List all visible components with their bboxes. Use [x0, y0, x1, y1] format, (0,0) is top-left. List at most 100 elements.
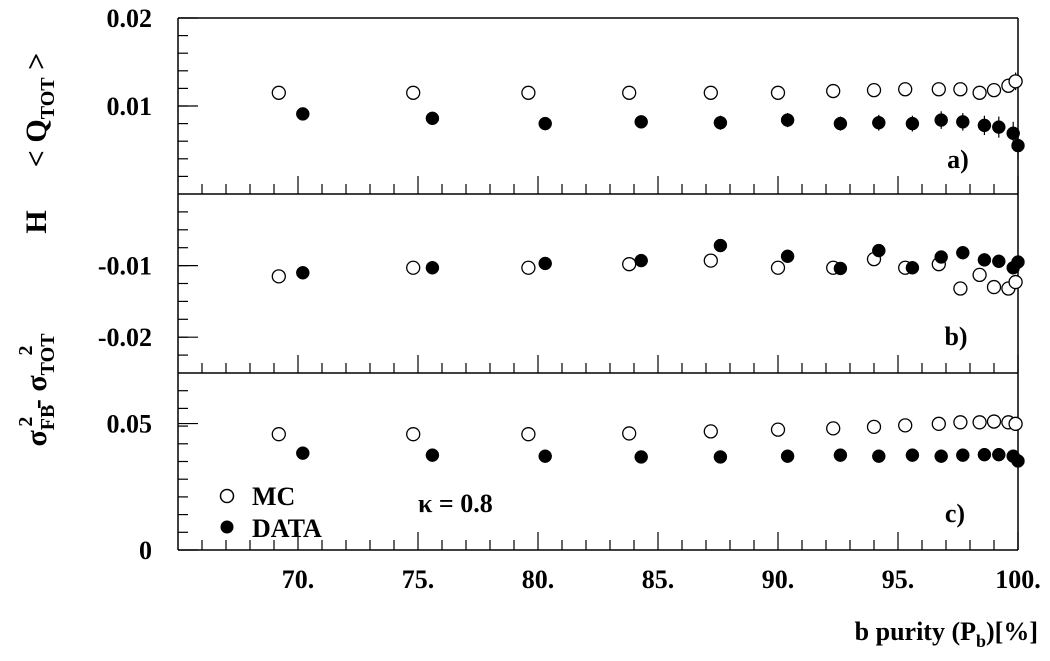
data-point	[977, 253, 992, 267]
mc-point	[986, 83, 1002, 98]
y-title-c-mid: - σ	[20, 375, 53, 417]
data-point	[538, 449, 552, 463]
kappa-label: κ = 0.8	[418, 489, 493, 518]
y-tick-label: 0.01	[107, 92, 153, 121]
data-point	[872, 449, 886, 463]
y-title-c-sub1: FB	[37, 405, 59, 431]
mc-point	[622, 426, 637, 441]
data-point	[977, 118, 992, 133]
mc-point	[1008, 74, 1023, 89]
panel-label-c: c)	[945, 499, 965, 528]
x-tick-label: 70.	[282, 565, 315, 594]
mc-point	[986, 279, 1002, 295]
data-point	[1006, 126, 1020, 141]
y-tick-label: 0	[139, 536, 152, 565]
data-point	[538, 116, 552, 131]
x-tick-label: 90.	[762, 565, 795, 594]
mc-point	[271, 269, 286, 284]
mc-point	[770, 260, 786, 275]
x-tick-label: 95.	[882, 565, 915, 594]
data-points	[271, 72, 1025, 468]
data-point	[934, 250, 948, 264]
legend-data-label: DATA	[252, 514, 322, 543]
mc-point	[703, 85, 718, 100]
mc-point	[866, 419, 882, 435]
x-tick-label: 85.	[642, 565, 675, 594]
mc-point	[1008, 416, 1023, 431]
y-tick-label: 0.02	[107, 4, 153, 33]
mc-point	[972, 267, 987, 283]
x-axis-title-sub: b	[976, 631, 986, 651]
mc-point	[866, 83, 882, 98]
y-title-c-sup2: 2	[15, 345, 37, 355]
mc-point	[972, 85, 987, 100]
data-point	[872, 243, 886, 258]
mc-point	[770, 422, 786, 437]
mc-point	[1008, 274, 1023, 290]
y-tick-label: -0.02	[98, 323, 152, 352]
data-point	[634, 450, 648, 464]
panel-frames	[177, 17, 1019, 551]
data-point	[1011, 138, 1025, 153]
axis-ticks: 70. 75. 80. 85. 90. 95. 100. 0.01 0.02 -0.01 -0.02…	[98, 4, 1041, 594]
data-point	[905, 116, 920, 131]
data-point	[992, 254, 1006, 269]
data-point	[905, 260, 920, 275]
x-axis-title: b purity (Pb)[%]	[855, 617, 1038, 651]
mc-point	[898, 82, 913, 97]
data-point	[296, 446, 310, 460]
data-point	[296, 266, 310, 280]
y-title-c-sigma1: σ	[20, 430, 53, 447]
data-point	[1011, 454, 1025, 468]
x-tick-label: 80.	[522, 565, 555, 594]
mc-point	[953, 281, 968, 296]
y-tick-label: 0.05	[107, 410, 153, 439]
x-axis-title-end: )[%]	[986, 617, 1038, 646]
mc-point	[898, 418, 913, 433]
mc-point	[703, 253, 718, 268]
data-point	[713, 115, 728, 130]
mc-point	[826, 421, 841, 436]
x-tick-label: 75.	[402, 565, 435, 594]
data-point	[634, 253, 648, 268]
data-point	[872, 115, 886, 130]
data-point	[905, 448, 920, 462]
y-title-a-end: >	[20, 53, 53, 78]
mc-point	[622, 85, 637, 100]
mc-point	[406, 427, 421, 442]
data-point	[425, 260, 440, 275]
data-point	[956, 115, 970, 129]
y-title-a-main: < Q	[20, 119, 53, 167]
mc-point	[770, 85, 786, 100]
data-point	[934, 449, 948, 463]
y-title-c-sup1: 2	[15, 417, 37, 427]
data-point	[977, 447, 992, 462]
data-point	[634, 115, 648, 129]
data-point	[780, 113, 795, 127]
mc-point	[953, 82, 968, 97]
data-point	[425, 111, 440, 126]
data-point	[296, 107, 310, 121]
mc-point	[931, 82, 946, 97]
y-tick-label: -0.01	[98, 252, 152, 281]
data-point	[713, 450, 728, 464]
data-point	[833, 448, 848, 462]
legend-mc-marker	[219, 488, 235, 504]
y-title-c-sub2: TOT	[37, 333, 59, 376]
data-point	[833, 261, 848, 276]
mc-point	[622, 257, 637, 272]
legend-data-marker	[220, 520, 234, 534]
y-title-c: σFB2 - σTOT2	[15, 333, 59, 447]
y-title-b: H	[20, 210, 53, 233]
mc-point	[953, 415, 968, 430]
mc-point	[521, 85, 536, 100]
data-point	[538, 256, 552, 271]
data-point	[833, 116, 848, 131]
data-point	[780, 249, 795, 264]
x-tick-label: 100.	[995, 565, 1041, 594]
mc-point	[986, 414, 1002, 429]
data-point	[780, 449, 795, 463]
data-point	[992, 120, 1006, 134]
mc-point	[271, 85, 286, 100]
